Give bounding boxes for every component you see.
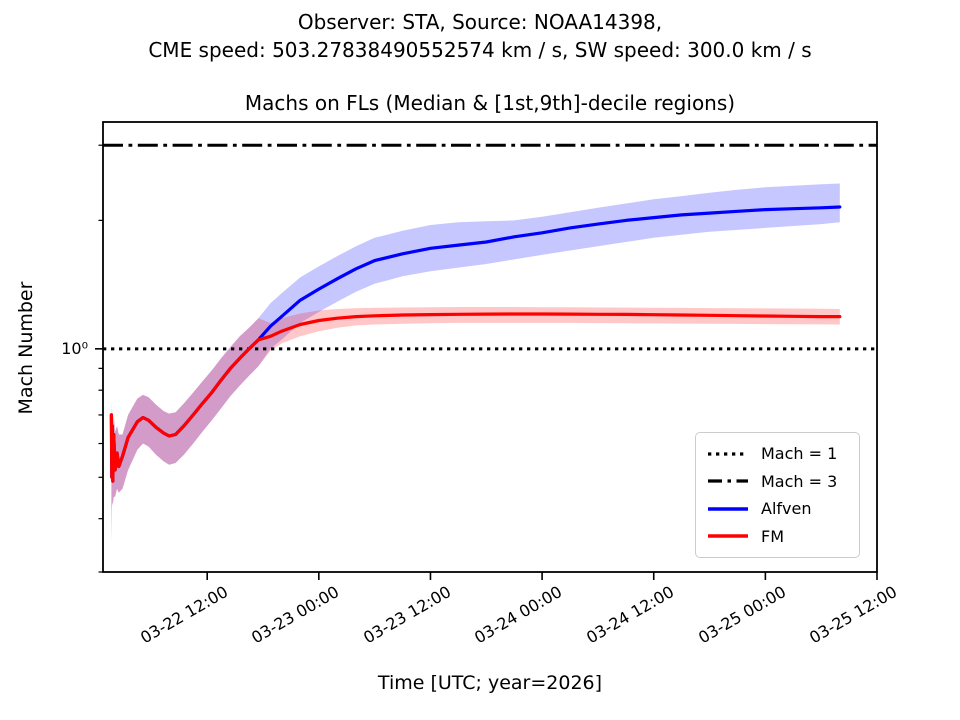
legend-item: Mach = 3 [707,469,848,494]
figure-suptitle-line1: Observer: STA, Source: NOAA14398, [297,10,663,34]
legend-item: FM [707,524,848,549]
fm-median-line [109,312,842,483]
figure-suptitle-line2: CME speed: 503.27838490552574 km / s, SW… [148,38,812,62]
legend-item-label: Mach = 1 [761,444,838,463]
y-tick-label: 10⁰ [61,339,88,358]
alfven-decile-band [111,183,840,544]
alfven-line-sample [708,507,748,511]
legend-item-label: Mach = 3 [761,471,838,491]
fm-line-sample [708,534,748,539]
legend: Mach = 1 Mach = 3 Alfven FM [695,432,860,558]
legend-item: Mach = 1 [707,441,848,466]
axes-title: Machs on FLs (Median & [1st,9th]-decile … [244,91,736,115]
legend-item: Alfven [707,496,848,521]
dotted-line-sample [708,451,748,456]
x-axis-label: Time [UTC; year=2026] [377,672,603,694]
legend-item-label: FM [761,526,785,546]
legend-item-label: Alfven [761,499,812,519]
axes-frame [102,121,878,573]
dashdot-line-sample [708,479,748,483]
